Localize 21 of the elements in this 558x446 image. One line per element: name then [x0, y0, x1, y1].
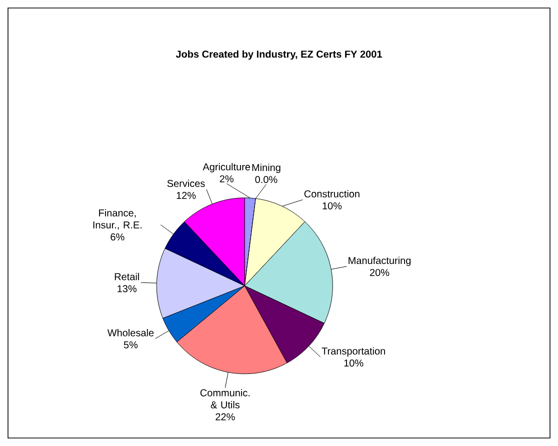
slice-label: Wholesale [107, 329, 154, 336]
data-label: 6% [110, 233, 124, 240]
slice-label: Finance, Insur., R.E. [93, 209, 142, 230]
data-label: 10% [344, 360, 364, 367]
text: 0.0% [255, 176, 278, 184]
data-label: 2% [220, 175, 234, 182]
slice-label: Transportation [322, 347, 385, 357]
category-label: Mining [252, 164, 280, 174]
slice-label: Communic. & Utils [200, 389, 250, 408]
slice-label: Manufacturing [348, 256, 411, 266]
data-label: 10% [322, 202, 342, 210]
slice-label: Retail [114, 272, 139, 280]
chart-title: Jobs Created by Industry, EZ Certs FY 2001 [176, 50, 382, 60]
data-label: 13% [118, 285, 137, 292]
data-label: 22% [216, 413, 235, 420]
slice-label: Agriculture [202, 163, 250, 172]
slice-label: Construction [304, 190, 360, 198]
slice-label: Services [167, 180, 205, 187]
data-label: 20% [370, 268, 390, 276]
data-label: 12% [176, 192, 196, 199]
data-label: 5% [124, 341, 138, 348]
